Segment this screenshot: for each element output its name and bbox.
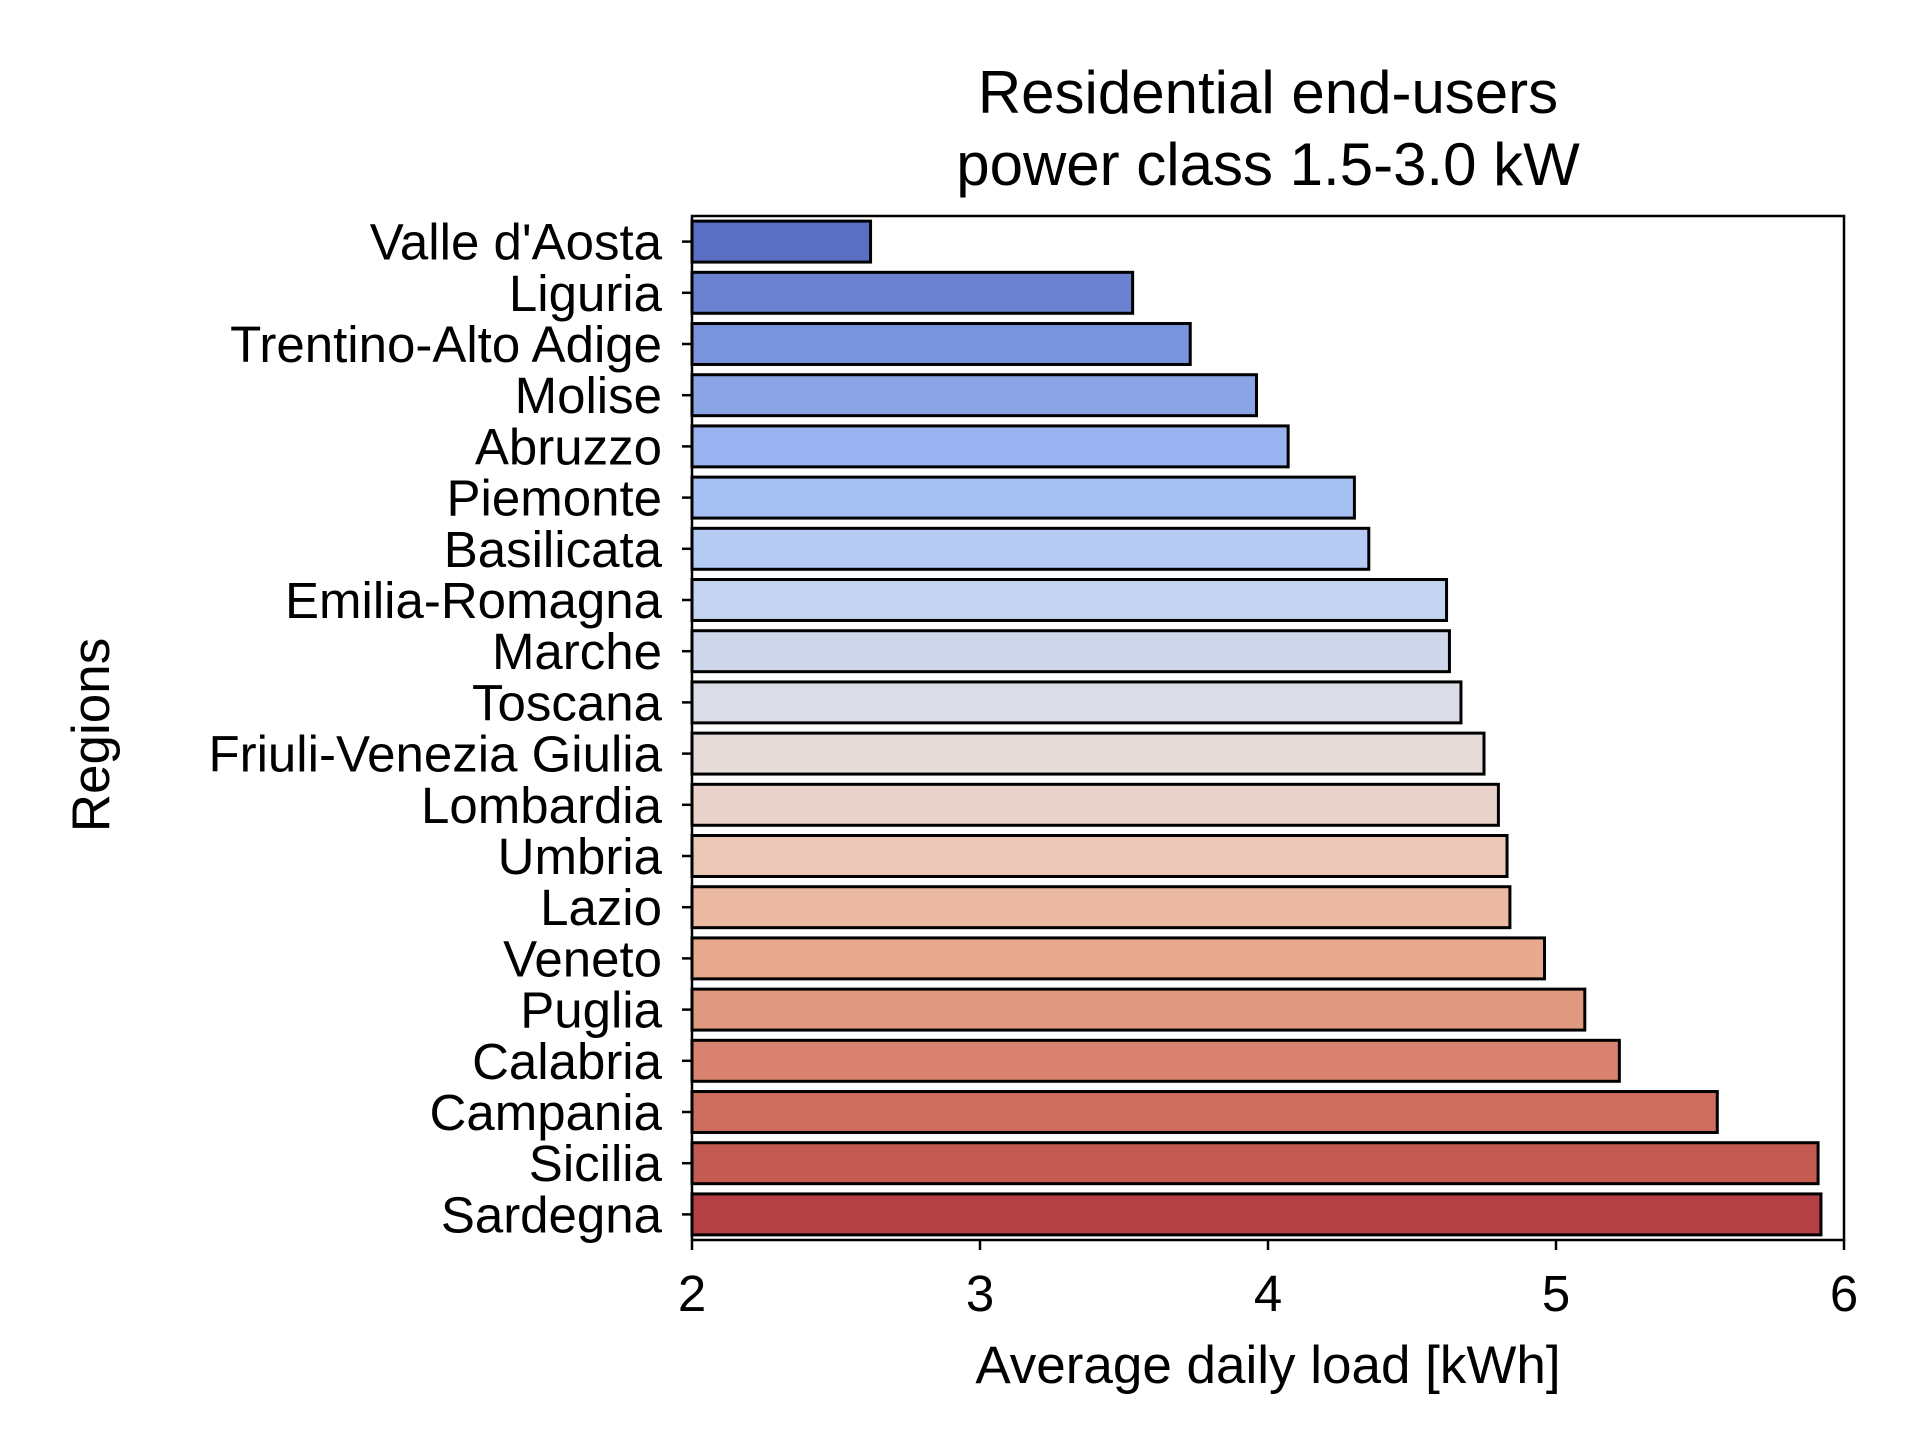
y-tick-label: Lombardia xyxy=(421,777,663,834)
y-tick-label: Liguria xyxy=(509,265,663,322)
bar xyxy=(690,1090,1719,1134)
bar xyxy=(690,834,1509,878)
chart-title: Residential end-users power class 1.5-3.… xyxy=(956,59,1580,198)
bar xyxy=(690,1192,1823,1237)
bar xyxy=(690,475,1356,520)
y-tick-label: Abruzzo xyxy=(475,418,662,475)
bar xyxy=(690,270,1135,315)
y-tick-label: Sicilia xyxy=(529,1135,663,1192)
y-tick-label: Molise xyxy=(515,367,662,424)
y-tick-label: Campania xyxy=(430,1084,663,1141)
bar xyxy=(690,1038,1621,1083)
bar xyxy=(690,987,1587,1032)
bar xyxy=(690,782,1500,827)
y-tick-label: Trentino-Alto Adige xyxy=(230,316,662,373)
y-tick-label: Valle d'Aosta xyxy=(370,214,663,271)
y-tick-label: Marche xyxy=(492,623,662,680)
bar xyxy=(690,680,1463,725)
y-tick-label: Calabria xyxy=(472,1033,663,1090)
y-tick-label: Friuli-Venezia Giulia xyxy=(208,726,662,783)
x-tick-label: 4 xyxy=(1254,1265,1282,1322)
y-tick-label: Emilia-Romagna xyxy=(285,572,663,629)
plot-frame xyxy=(690,214,1846,1242)
bar xyxy=(690,322,1192,366)
chart-title-line-2: power class 1.5-3.0 kW xyxy=(956,131,1580,198)
bars-group xyxy=(690,219,1823,1237)
bar xyxy=(690,629,1451,674)
bar xyxy=(690,219,873,264)
x-tick-label: 6 xyxy=(1830,1265,1858,1322)
chart-title-line-1: Residential end-users xyxy=(978,59,1558,126)
y-axis-label: Regions xyxy=(62,638,121,832)
y-tick-label: Basilicata xyxy=(444,521,663,578)
x-axis-label: Average daily load [kWh] xyxy=(975,1336,1560,1395)
bar xyxy=(690,526,1371,571)
bar xyxy=(690,936,1546,981)
y-tick-label: Sardegna xyxy=(441,1186,663,1243)
x-tick-label: 2 xyxy=(678,1265,706,1322)
x-tick-label: 3 xyxy=(966,1265,994,1322)
x-axis-ticks: 2 3 4 5 6 xyxy=(678,1240,1858,1322)
y-tick-label: Toscana xyxy=(472,674,663,731)
y-tick-label: Piemonte xyxy=(447,470,662,527)
y-tick-label: Lazio xyxy=(540,879,662,936)
bar xyxy=(690,885,1512,930)
y-tick-label: Puglia xyxy=(520,982,662,1039)
bar xyxy=(690,731,1486,776)
bar xyxy=(690,1141,1820,1186)
y-tick-label: Umbria xyxy=(498,828,663,885)
x-tick-label: 5 xyxy=(1542,1265,1570,1322)
y-tick-label: Veneto xyxy=(503,930,662,987)
bar xyxy=(690,424,1290,469)
bar xyxy=(690,578,1449,622)
bar xyxy=(690,373,1258,418)
